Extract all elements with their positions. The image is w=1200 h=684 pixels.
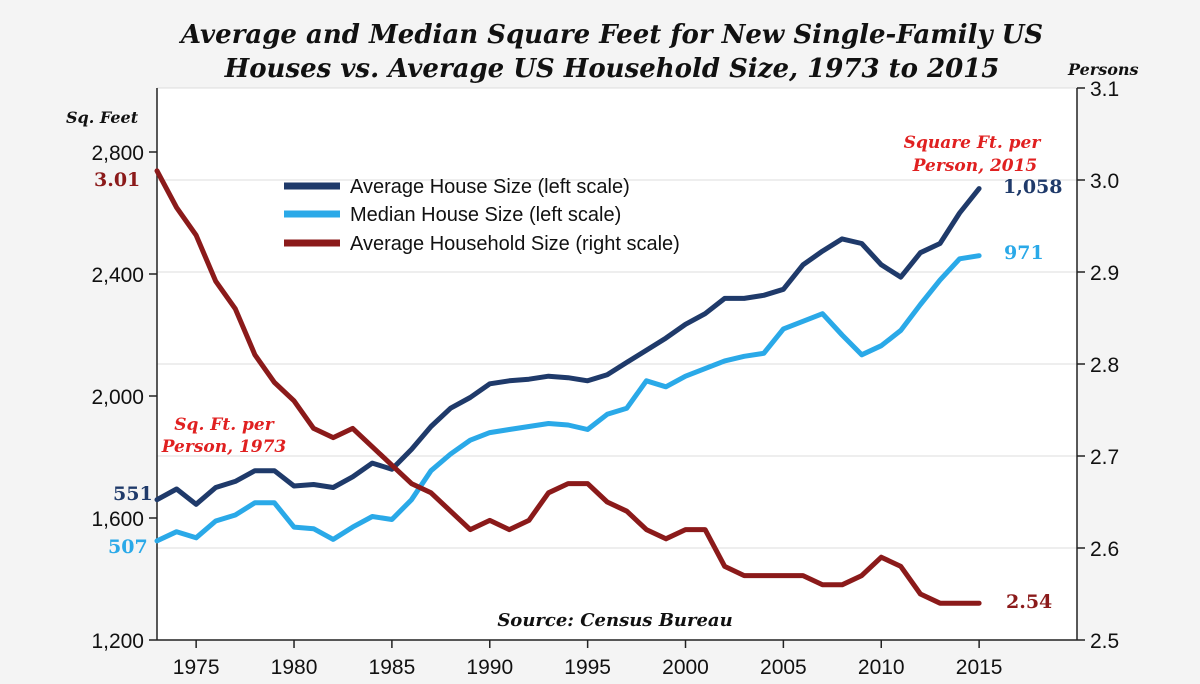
annotation-2015-line1: Square Ft. per: [904, 133, 1042, 153]
right-tick-label: 3.1: [1090, 78, 1119, 101]
start-average-label: 551: [113, 483, 153, 505]
left-tick-label: 2,000: [91, 386, 144, 409]
chart-title-line1: Average and Median Square Feet for New S…: [178, 20, 1043, 50]
annotation-1973-line2: Person, 1973: [161, 437, 287, 457]
x-tick-label: 1995: [564, 656, 611, 679]
gridlines: [157, 87, 1077, 549]
series-line-median-house-size: [154, 253, 982, 544]
chart-title-line2: Houses vs. Average US Household Size, 19…: [224, 54, 1000, 84]
left-tick-label: 2,400: [91, 264, 144, 287]
series-layer: [154, 168, 982, 606]
x-tick-label: 2000: [662, 656, 709, 679]
right-tick-label: 2.6: [1090, 538, 1119, 561]
x-tick-label: 1980: [271, 656, 318, 679]
left-tick-label: 1,200: [91, 630, 144, 653]
annotation-2015-line2: Person, 2015: [912, 156, 1038, 176]
x-tick-label: 1985: [369, 656, 416, 679]
right-axis-ticks: 2.5 2.6 2.7 2.8 2.9 3.0 3.1: [1077, 78, 1119, 653]
x-tick-label: 2010: [858, 656, 905, 679]
x-axis-ticks: 1975 1980 1985 1990 1995 2000 2005 2010 2015: [173, 640, 1003, 679]
right-axis-unit: Persons: [1067, 60, 1139, 79]
series-line-average-house-size: [154, 186, 982, 507]
x-tick-label: 1975: [173, 656, 220, 679]
source-note: Source: Census Bureau: [497, 610, 732, 631]
end-household-label: 2.54: [1006, 591, 1052, 613]
series-line-household-size: [154, 168, 982, 606]
start-median-label: 507: [108, 536, 148, 558]
left-tick-label: 1,600: [91, 508, 144, 531]
start-household-label: 3.01: [94, 169, 140, 191]
x-tick-label: 1990: [466, 656, 513, 679]
legend: Average House Size (left scale) Median H…: [284, 176, 680, 255]
right-tick-label: 2.7: [1090, 446, 1119, 469]
end-median-label: 971: [1004, 242, 1044, 264]
legend-label-household: Average Household Size (right scale): [350, 233, 680, 255]
legend-label-median: Median House Size (left scale): [350, 204, 621, 226]
right-tick-label: 3.0: [1090, 170, 1119, 193]
annotation-1973-line1: Sq. Ft. per: [174, 415, 274, 435]
left-axis-unit: Sq. Feet: [66, 108, 139, 127]
x-tick-label: 2015: [956, 656, 1003, 679]
end-average-label: 1,058: [1003, 176, 1063, 198]
right-tick-label: 2.5: [1090, 630, 1119, 653]
left-axis-ticks: 1,200 1,600 2,000 2,400 2,800: [91, 142, 157, 653]
left-tick-label: 2,800: [91, 142, 144, 165]
legend-label-average: Average House Size (left scale): [350, 176, 630, 198]
x-tick-label: 2005: [760, 656, 807, 679]
right-tick-label: 2.8: [1090, 354, 1119, 377]
right-tick-label: 2.9: [1090, 262, 1119, 285]
